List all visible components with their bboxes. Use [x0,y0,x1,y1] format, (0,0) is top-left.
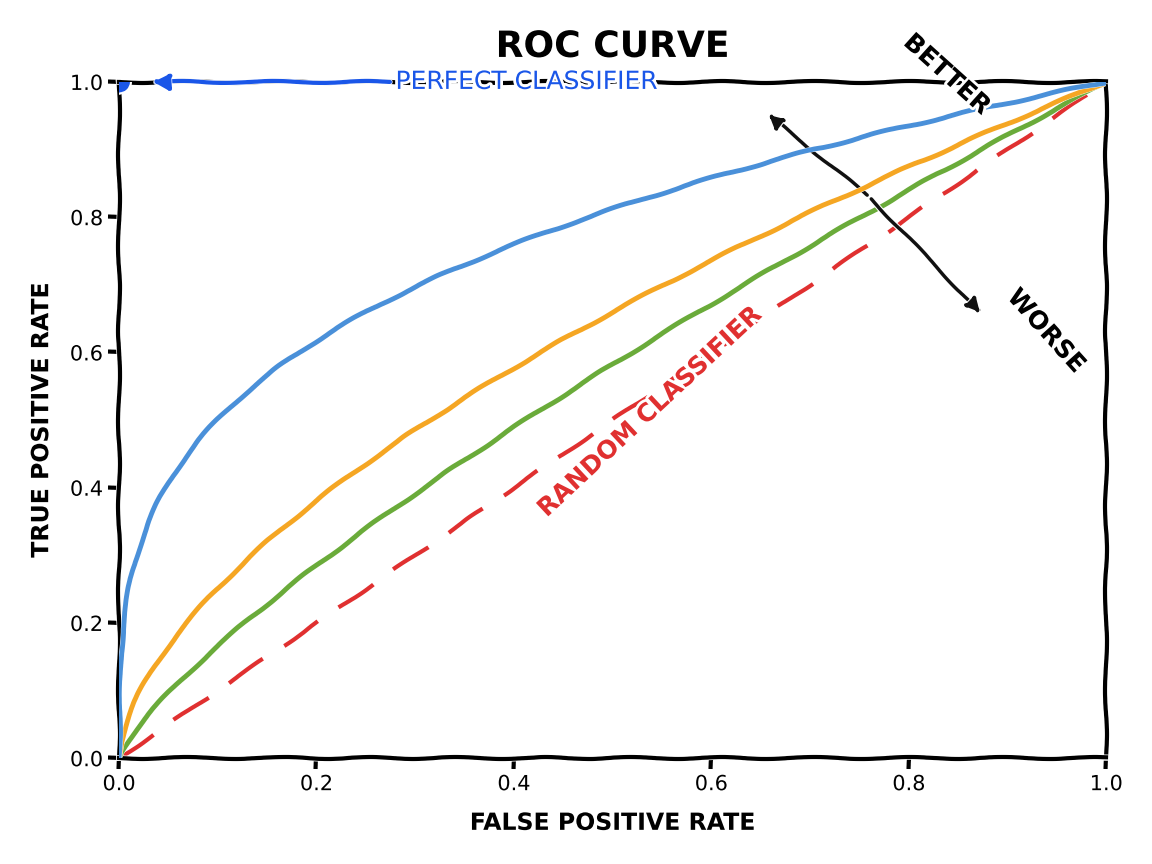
Text: PERFECT CLASSIFIER: PERFECT CLASSIFIER [157,70,659,94]
Text: WORSE: WORSE [1002,285,1090,378]
Title: ROC CURVE: ROC CURVE [495,30,729,64]
Text: RANDOM CLASSIFIER: RANDOM CLASSIFIER [533,302,766,522]
Text: BETTER: BETTER [899,29,994,119]
X-axis label: FALSE POSITIVE RATE: FALSE POSITIVE RATE [470,810,756,835]
Y-axis label: TRUE POSITIVE RATE: TRUE POSITIVE RATE [29,283,53,558]
